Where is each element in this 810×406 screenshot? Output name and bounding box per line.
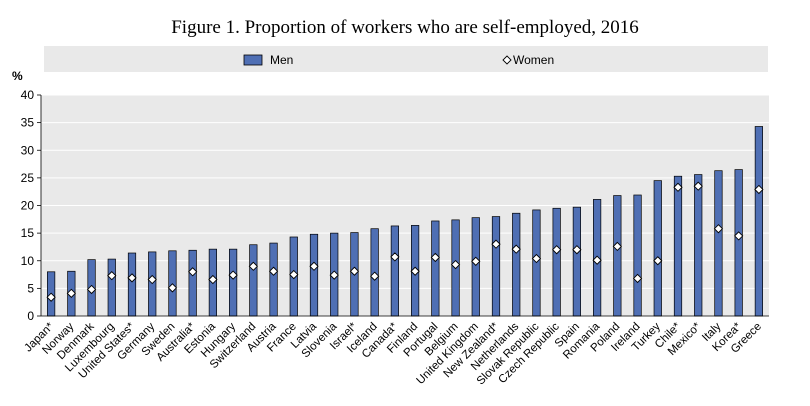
- bar-men: [309, 233, 319, 317]
- y-tick-label: 0: [27, 309, 34, 323]
- bar-men: [390, 225, 399, 317]
- marker-women: [552, 245, 562, 255]
- legend-swatch-men: [243, 54, 263, 66]
- bar-men: [613, 195, 622, 317]
- marker-women: [228, 270, 238, 280]
- marker-women: [592, 255, 602, 265]
- gridlines: [41, 94, 769, 289]
- bar-men: [127, 252, 137, 317]
- y-tick-label: 40: [21, 88, 35, 102]
- marker-women: [268, 266, 279, 276]
- marker-women: [410, 266, 420, 276]
- chart-title: Figure 1. Proportion of workers who are …: [171, 17, 639, 38]
- y-axis: 0 5 10 15 20 25 30 35 40: [21, 88, 42, 323]
- marker-women: [167, 283, 178, 293]
- bar-men: [249, 244, 258, 317]
- marker-women: [289, 269, 299, 280]
- bar-men: [188, 249, 197, 317]
- marker-women: [66, 288, 76, 298]
- bar-men: [673, 175, 683, 317]
- marker-women: [734, 231, 744, 241]
- marker-women: [390, 252, 400, 262]
- marker-women: [248, 261, 258, 271]
- bar-men: [694, 174, 703, 317]
- marker-women: [471, 256, 481, 266]
- marker-women: [86, 284, 97, 295]
- marker-women: [107, 271, 117, 281]
- marker-women: [693, 181, 703, 191]
- marker-women: [188, 267, 198, 277]
- bar-men: [229, 248, 238, 317]
- marker-women: [309, 261, 319, 271]
- y-tick-label: 15: [21, 226, 35, 240]
- marker-women: [572, 245, 582, 255]
- bar-men: [734, 169, 743, 317]
- legend-band: [44, 46, 768, 72]
- y-tick-label: 30: [21, 143, 35, 157]
- legend-label-men: Men: [270, 53, 293, 67]
- legend-label-women: Women: [513, 53, 554, 67]
- marker-women: [673, 182, 683, 192]
- marker-women: [208, 274, 218, 285]
- y-tick-label: 35: [21, 116, 35, 130]
- bar-men: [512, 212, 521, 317]
- marker-women: [653, 256, 663, 266]
- bar-men: [471, 217, 480, 317]
- marker-women: [370, 271, 380, 281]
- bar-men: [552, 207, 561, 317]
- marker-women: [329, 270, 339, 280]
- bar-men: [714, 170, 723, 317]
- y-tick-label: 25: [21, 171, 35, 185]
- bar-men: [572, 206, 581, 317]
- bar-men: [653, 180, 662, 317]
- marker-women: [754, 184, 764, 195]
- marker-women: [511, 244, 521, 254]
- marker-women: [46, 292, 56, 302]
- y-tick-label: 10: [21, 254, 35, 268]
- marker-women: [127, 273, 137, 283]
- marker-women: [450, 259, 461, 270]
- marker-women: [147, 274, 157, 285]
- marker-women: [430, 252, 440, 263]
- bar-men: [269, 242, 278, 317]
- legend-marker-women: [502, 55, 512, 65]
- y-axis-unit: %: [12, 69, 23, 83]
- bar-men: [107, 258, 116, 317]
- y-tick-label: 5: [27, 281, 34, 295]
- marker-women: [491, 239, 501, 249]
- bar-men: [431, 220, 440, 317]
- marker-women: [713, 224, 724, 234]
- y-tick-label: 20: [21, 199, 35, 213]
- marker-women: [612, 241, 622, 252]
- markers-women: [46, 181, 764, 302]
- marker-women: [632, 273, 643, 284]
- marker-women: [531, 253, 542, 264]
- bar-men: [754, 126, 763, 317]
- marker-women: [349, 266, 360, 276]
- bar-men: [633, 194, 642, 317]
- bar-men: [491, 216, 501, 317]
